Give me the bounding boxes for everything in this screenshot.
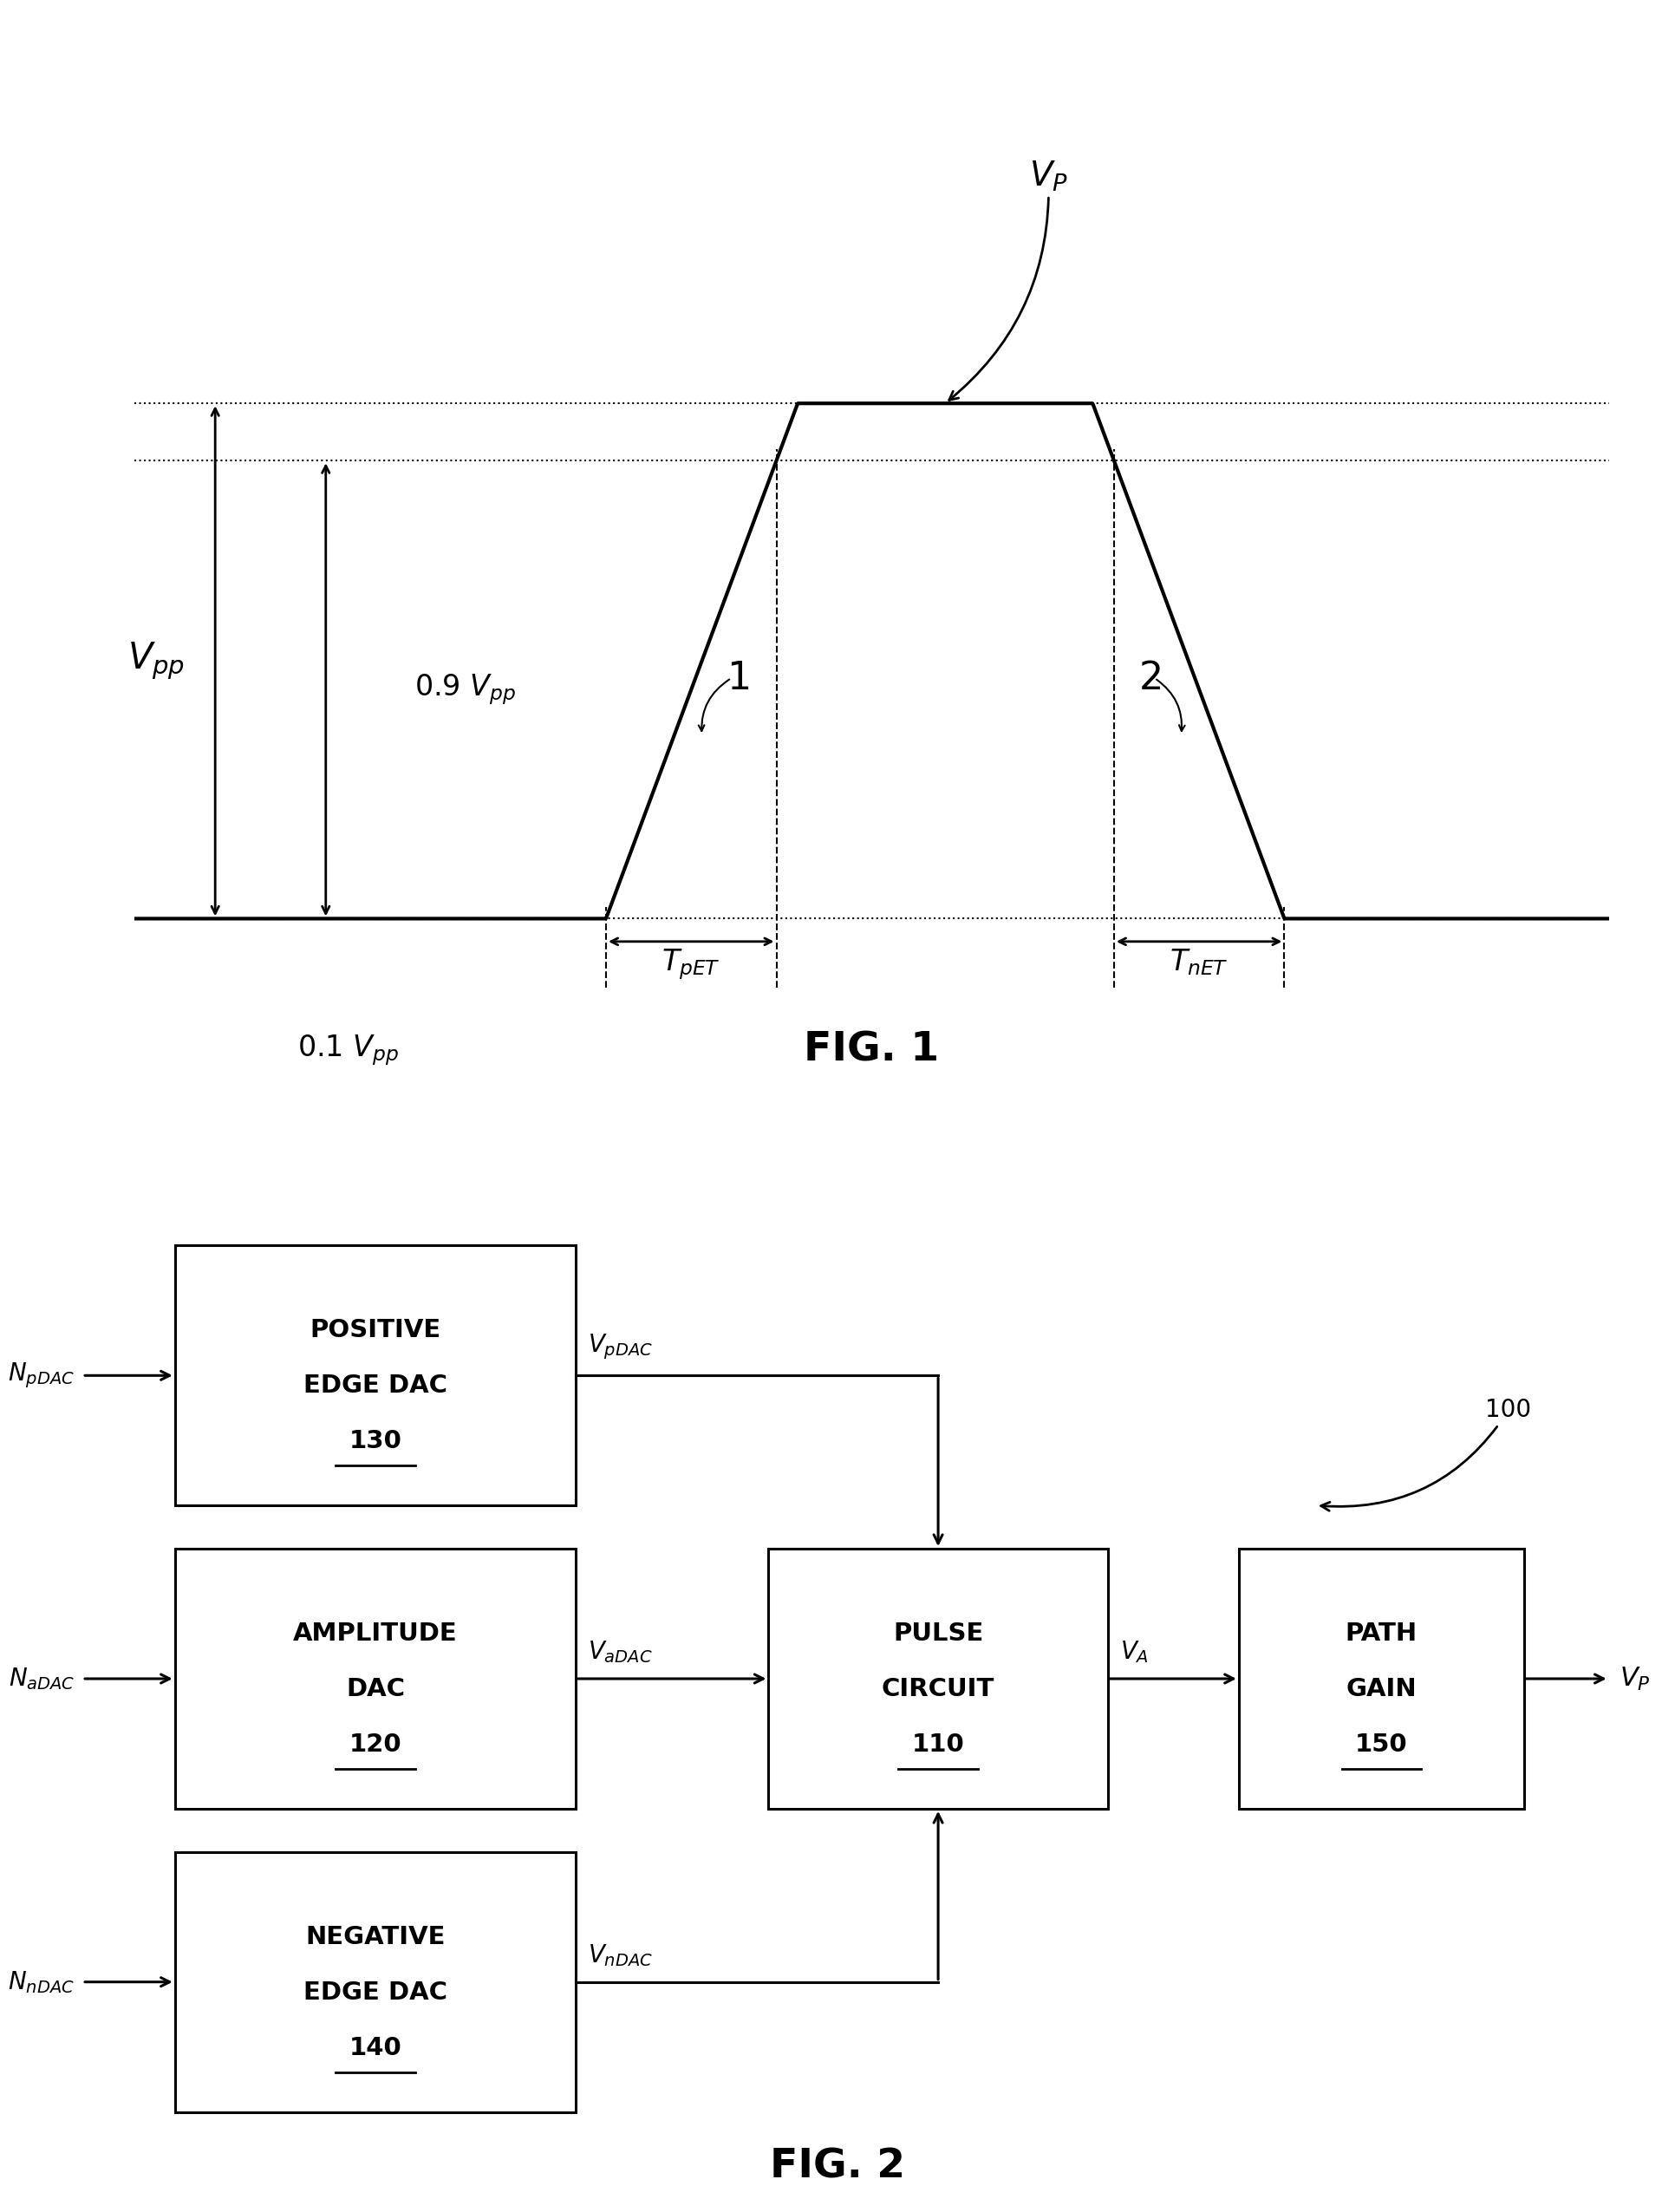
Text: $N_{aDAC}$: $N_{aDAC}$ bbox=[8, 1666, 75, 1692]
Text: $V_{pDAC}$: $V_{pDAC}$ bbox=[588, 1332, 653, 1363]
Bar bbox=[769, 1548, 1107, 1809]
Text: PATH: PATH bbox=[1345, 1621, 1417, 1646]
Text: 150: 150 bbox=[1355, 1732, 1407, 1756]
Bar bbox=[174, 1851, 576, 2112]
Text: POSITIVE: POSITIVE bbox=[310, 1318, 441, 1343]
Text: EDGE DAC: EDGE DAC bbox=[303, 1980, 447, 2004]
Text: DAC: DAC bbox=[345, 1677, 405, 1701]
Text: CIRCUIT: CIRCUIT bbox=[881, 1677, 995, 1701]
Text: $N_{pDAC}$: $N_{pDAC}$ bbox=[8, 1360, 75, 1389]
Text: $V_A$: $V_A$ bbox=[1119, 1639, 1147, 1666]
Text: $V_{nDAC}$: $V_{nDAC}$ bbox=[588, 1942, 653, 1969]
Text: FIG. 2: FIG. 2 bbox=[770, 2148, 904, 2185]
Text: $V_P$: $V_P$ bbox=[1618, 1666, 1650, 1692]
Bar bbox=[1238, 1548, 1523, 1809]
Text: NEGATIVE: NEGATIVE bbox=[305, 1924, 446, 1949]
Text: 130: 130 bbox=[348, 1429, 402, 1453]
Text: $0.9\ V_{pp}$: $0.9\ V_{pp}$ bbox=[414, 672, 516, 708]
Text: $N_{nDAC}$: $N_{nDAC}$ bbox=[8, 1969, 75, 1995]
Text: AMPLITUDE: AMPLITUDE bbox=[293, 1621, 457, 1646]
Text: $0.1\ V_{pp}$: $0.1\ V_{pp}$ bbox=[296, 1033, 399, 1068]
Text: $T_{pET}$: $T_{pET}$ bbox=[662, 947, 720, 982]
Text: 120: 120 bbox=[348, 1732, 402, 1756]
Text: PULSE: PULSE bbox=[893, 1621, 983, 1646]
Text: EDGE DAC: EDGE DAC bbox=[303, 1374, 447, 1398]
Text: $T_{nET}$: $T_{nET}$ bbox=[1169, 947, 1228, 978]
Text: 2: 2 bbox=[1139, 659, 1164, 697]
Bar bbox=[174, 1548, 576, 1809]
Text: 110: 110 bbox=[911, 1732, 965, 1756]
Text: $V_{pp}$: $V_{pp}$ bbox=[127, 639, 184, 681]
Text: $V_P$: $V_P$ bbox=[948, 159, 1067, 400]
Text: 100: 100 bbox=[1320, 1398, 1531, 1511]
Text: GAIN: GAIN bbox=[1345, 1677, 1415, 1701]
Bar bbox=[174, 1245, 576, 1506]
Text: $V_{aDAC}$: $V_{aDAC}$ bbox=[588, 1639, 653, 1666]
Text: 140: 140 bbox=[348, 2035, 402, 2059]
Text: FIG. 1: FIG. 1 bbox=[804, 1031, 938, 1071]
Text: 1: 1 bbox=[725, 659, 750, 697]
